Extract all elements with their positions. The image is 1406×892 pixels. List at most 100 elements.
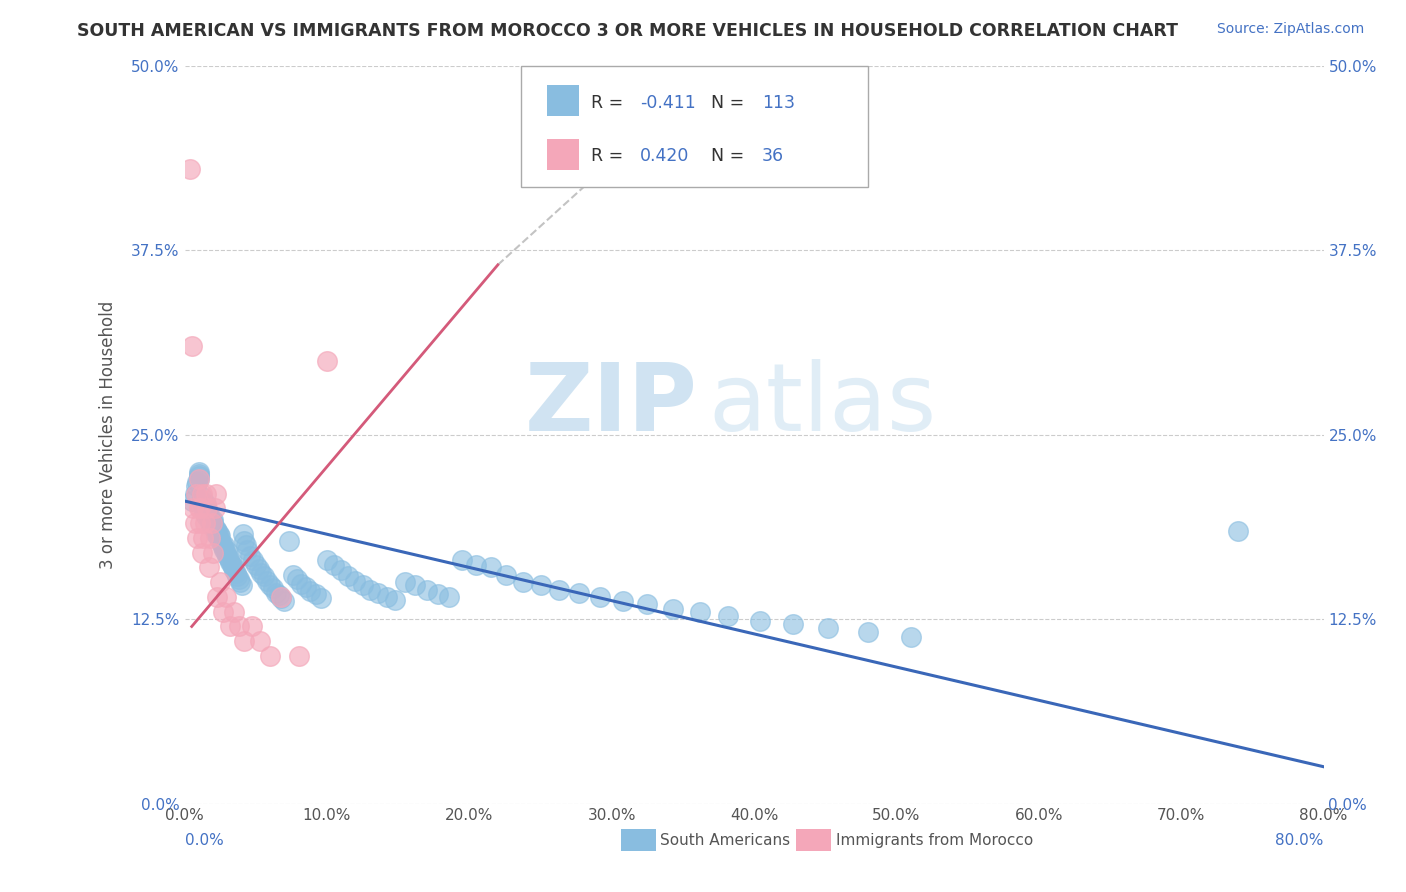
Point	[375, 590, 398, 604]
Point	[205, 522, 228, 536]
Point	[689, 605, 711, 619]
Point	[249, 634, 271, 648]
Point	[259, 578, 281, 592]
Point	[179, 161, 201, 176]
Point	[264, 585, 287, 599]
Point	[186, 531, 208, 545]
Point	[404, 578, 426, 592]
Point	[259, 648, 281, 663]
Point	[298, 584, 321, 599]
Point	[224, 563, 246, 577]
Point	[512, 575, 534, 590]
Point	[198, 508, 221, 522]
Point	[748, 614, 770, 628]
Text: 80.0%: 80.0%	[1275, 833, 1323, 847]
Point	[204, 501, 226, 516]
Point	[190, 486, 212, 500]
Point	[394, 575, 416, 590]
Text: N =: N =	[711, 94, 749, 112]
Point	[193, 516, 215, 531]
Point	[287, 648, 309, 663]
Point	[250, 566, 273, 581]
Text: R =: R =	[591, 147, 628, 165]
Point	[294, 580, 316, 594]
Point	[1227, 524, 1250, 538]
Point	[316, 353, 339, 368]
Point	[359, 582, 381, 597]
Point	[817, 621, 839, 635]
Point	[214, 538, 236, 552]
Point	[188, 516, 211, 531]
Point	[337, 569, 360, 583]
Text: South Americans: South Americans	[659, 833, 790, 847]
Point	[180, 339, 202, 353]
Point	[228, 572, 250, 586]
Point	[211, 537, 233, 551]
Point	[202, 516, 225, 531]
Point	[256, 574, 278, 588]
Point	[190, 494, 212, 508]
Point	[232, 526, 254, 541]
Point	[636, 598, 658, 612]
Point	[662, 601, 685, 615]
Point	[465, 558, 488, 572]
Point	[240, 619, 263, 633]
Point	[253, 569, 276, 583]
Point	[187, 465, 209, 479]
Point	[548, 582, 571, 597]
Point	[200, 516, 222, 531]
Point	[184, 486, 207, 500]
Point	[233, 533, 256, 548]
Point	[207, 590, 229, 604]
Text: R =: R =	[591, 94, 628, 112]
Point	[219, 619, 242, 633]
FancyBboxPatch shape	[520, 66, 868, 187]
Point	[717, 609, 740, 624]
Point	[247, 562, 270, 576]
Text: SOUTH AMERICAN VS IMMIGRANTS FROM MOROCCO 3 OR MORE VEHICLES IN HOUSEHOLD CORREL: SOUTH AMERICAN VS IMMIGRANTS FROM MOROCC…	[77, 22, 1178, 40]
Point	[200, 531, 222, 545]
Point	[200, 512, 222, 526]
Point	[187, 467, 209, 482]
Point	[188, 501, 211, 516]
Point	[205, 486, 228, 500]
Text: Source: ZipAtlas.com: Source: ZipAtlas.com	[1216, 22, 1364, 37]
Point	[415, 582, 437, 597]
Point	[201, 519, 224, 533]
Point	[217, 544, 239, 558]
Point	[290, 576, 312, 591]
Point	[187, 472, 209, 486]
Text: 0.0%: 0.0%	[184, 833, 224, 847]
Point	[311, 591, 333, 606]
Text: 36: 36	[762, 147, 785, 165]
Point	[233, 634, 256, 648]
Point	[316, 553, 339, 567]
Point	[209, 529, 232, 543]
Point	[215, 546, 238, 560]
Point	[323, 558, 346, 572]
Point	[207, 528, 229, 542]
Point	[186, 475, 208, 489]
Point	[856, 625, 879, 640]
Point	[277, 533, 299, 548]
Point	[231, 578, 253, 592]
Point	[202, 519, 225, 533]
Text: atlas: atlas	[709, 359, 936, 451]
Point	[344, 574, 367, 588]
FancyBboxPatch shape	[547, 86, 579, 116]
Point	[215, 590, 238, 604]
Point	[194, 508, 217, 523]
Point	[225, 566, 247, 581]
Point	[262, 581, 284, 595]
Y-axis label: 3 or more Vehicles in Household: 3 or more Vehicles in Household	[100, 301, 117, 569]
Point	[202, 546, 225, 560]
Point	[219, 555, 242, 569]
Point	[782, 616, 804, 631]
Point	[226, 569, 249, 583]
Point	[352, 578, 374, 592]
Point	[451, 553, 474, 567]
Point	[187, 472, 209, 486]
Point	[224, 605, 246, 619]
Point	[285, 572, 308, 586]
Point	[229, 575, 252, 590]
